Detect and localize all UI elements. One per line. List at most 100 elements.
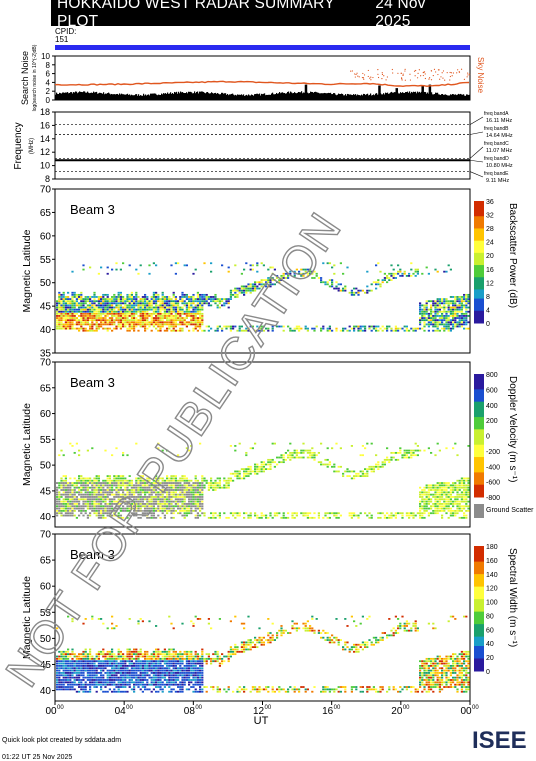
heatmap-cell (89, 512, 92, 515)
heatmap-cell (192, 272, 195, 275)
heatmap-cell (458, 302, 461, 305)
heatmap-cell (93, 477, 96, 480)
heatmap-cell (427, 493, 430, 496)
heatmap-cell (144, 479, 147, 482)
heatmap-cell (126, 491, 129, 494)
heatmap-cell (456, 317, 459, 319)
sky-noise-point (367, 69, 369, 72)
heatmap-cell (408, 274, 411, 277)
heatmap-cell (84, 662, 87, 665)
heatmap-cell (335, 281, 338, 284)
heatmap-cell (144, 323, 147, 326)
search-noise-bar (300, 92, 302, 100)
heatmap-cell (168, 500, 171, 503)
heatmap-cell (194, 503, 197, 505)
heatmap-cell (64, 298, 67, 300)
heatmap-cell (172, 486, 175, 489)
heatmap-cell (144, 315, 147, 317)
heatmap-cell (117, 484, 120, 487)
heatmap-cell (194, 327, 197, 330)
heatmap-cell (245, 285, 248, 288)
heatmap-cell (234, 475, 237, 477)
heatmap-cell (269, 266, 272, 269)
heatmap-cell (394, 512, 397, 515)
heatmap-cell (183, 500, 186, 503)
heatmap-cell (295, 451, 298, 454)
search-noise-bar (173, 94, 175, 100)
heatmap-cell (298, 456, 301, 459)
heatmap-cell (344, 327, 347, 330)
heatmap-cell (155, 310, 158, 313)
heatmap-cell (144, 308, 147, 311)
heatmap-cell (260, 262, 263, 265)
search-noise-bar (66, 92, 68, 100)
sky-noise-point (401, 79, 403, 81)
heatmap-cell (168, 310, 171, 313)
heatmap-cell (438, 315, 441, 317)
heatmap-cell (113, 489, 116, 491)
heatmap-cell (199, 509, 202, 512)
heatmap-cell (115, 484, 118, 487)
heatmap-cell (150, 484, 153, 487)
heatmap-cell (331, 266, 334, 269)
heatmap-cell (174, 489, 177, 491)
heatmap-cell (185, 496, 188, 498)
heatmap-cell (155, 477, 158, 480)
heatmap-cell (80, 302, 83, 305)
heatmap-cell (113, 475, 116, 477)
heatmap-cell (335, 327, 338, 330)
search-noise-bar (369, 94, 371, 100)
search-noise-bar (123, 94, 125, 100)
heatmap-cell (102, 319, 105, 322)
heatmap-cell (368, 468, 371, 471)
heatmap-cell (419, 308, 422, 311)
heatmap-cell (247, 470, 250, 473)
heatmap-cell (375, 325, 378, 328)
heatmap-cell (170, 489, 173, 491)
heatmap-cell (423, 516, 426, 519)
heatmap-cell (141, 655, 144, 658)
sky-noise-point (400, 72, 402, 74)
heatmap-cell (139, 669, 142, 672)
heatmap-cell (394, 272, 397, 275)
heatmap-cell (181, 509, 184, 512)
heatmap-cell (67, 674, 70, 677)
heatmap-cell (58, 312, 61, 315)
heatmap-cell (124, 308, 127, 311)
heatmap-cell (117, 648, 120, 651)
heatmap-cell (447, 498, 450, 501)
heatmap-cell (247, 475, 250, 477)
heatmap-cell (381, 461, 384, 464)
heatmap-cell (306, 516, 309, 519)
heatmap-cell (95, 482, 98, 484)
heatmap-cell (84, 327, 87, 330)
heatmap-cell (170, 475, 173, 477)
heatmap-cell (119, 655, 122, 658)
search-noise-bar (56, 92, 58, 100)
heatmap-cell (58, 310, 61, 313)
heatmap-cell (188, 484, 191, 487)
search-noise-bar (334, 93, 336, 100)
sky-noise-point (450, 72, 452, 74)
search-noise-bar (243, 94, 245, 100)
heatmap-cell (229, 296, 232, 298)
heatmap-cell (174, 509, 177, 512)
heatmap-cell (456, 503, 459, 505)
heatmap-cell (73, 486, 76, 489)
heatmap-cell (203, 477, 206, 480)
sky-noise-point (466, 76, 468, 78)
heatmap-cell (313, 458, 316, 461)
heatmap-cell (328, 512, 331, 515)
heatmap-cell (421, 496, 424, 498)
colorbar-tick-label: -400 (486, 464, 500, 471)
heatmap-cell (271, 325, 274, 328)
heatmap-cell (324, 281, 327, 284)
heatmap-cell (170, 298, 173, 300)
heatmap-cell (159, 310, 162, 313)
heatmap-cell (441, 486, 444, 489)
heatmap-cell (106, 509, 109, 512)
heatmap-cell (179, 312, 182, 315)
heatmap-cell (454, 304, 457, 307)
heatmap-cell (128, 493, 131, 496)
heatmap-cell (273, 279, 276, 281)
